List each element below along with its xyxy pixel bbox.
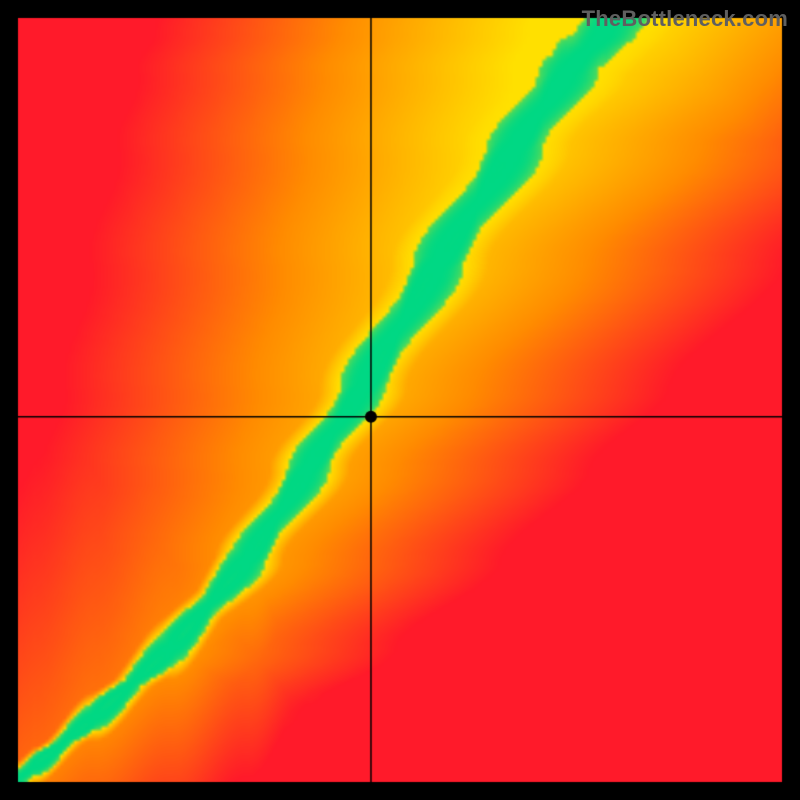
bottleneck-heatmap xyxy=(0,0,800,800)
watermark-label: TheBottleneck.com xyxy=(582,6,788,32)
